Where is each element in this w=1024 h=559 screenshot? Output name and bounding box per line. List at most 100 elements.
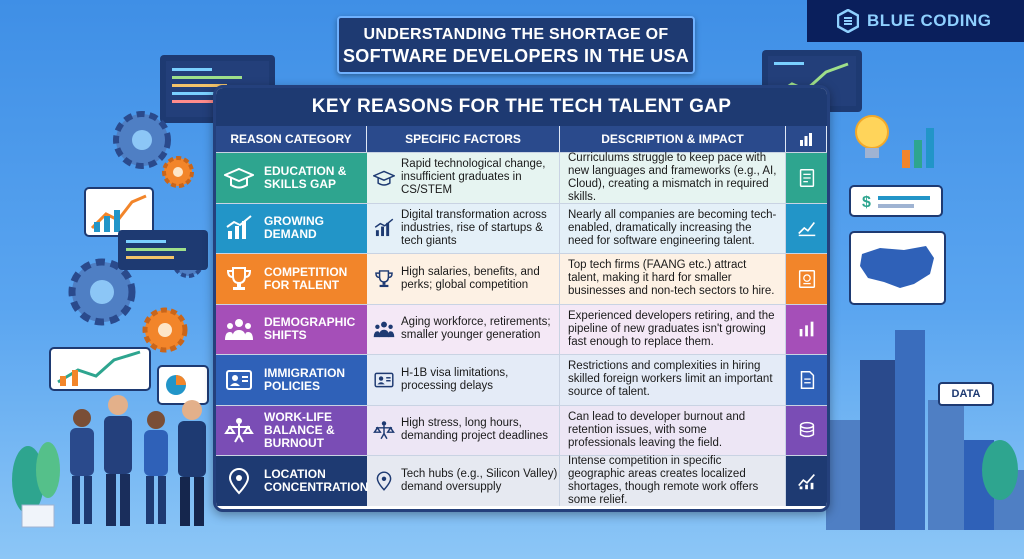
table-row: COMPETITION FOR TALENT High salaries, ben…: [216, 253, 827, 304]
person-balance-icon: [373, 421, 395, 440]
trophy-icon: [226, 266, 252, 290]
coins-icon: [799, 422, 814, 438]
table-row: LOCATION CONCENTRATION Tech hubs (e.g., S…: [216, 455, 827, 506]
row-side-icon-cell: [786, 355, 827, 405]
description-cell: Experienced developers retiring, and the…: [560, 304, 786, 354]
row-side-icon-cell: [786, 254, 827, 304]
column-header-icon: [786, 126, 827, 152]
usa-map-icon: [849, 231, 946, 305]
chart-card-icon: [84, 187, 154, 237]
description-text: Top tech firms (FAANG etc.) attract tale…: [568, 259, 775, 298]
specific-factor-cell: Digital transformation across industries…: [367, 203, 560, 253]
reason-category-cell: LOCATION CONCENTRATION: [216, 456, 369, 506]
bar-chart-icon: [799, 321, 813, 337]
specific-factor-cell: Tech hubs (e.g., Silicon Valley) demand …: [367, 456, 560, 506]
description-cell: Restrictions and complexities in hiring …: [560, 355, 786, 405]
person-balance-icon: [224, 418, 254, 443]
title-banner: UNDERSTANDING THE SHORTAGE OF SOFTWARE D…: [337, 16, 695, 74]
specific-factor-cell: H-1B visa limitations, processing delays: [367, 355, 560, 405]
description-text: Nearly all companies are becoming tech-e…: [568, 208, 777, 247]
reason-category-label: IMMIGRATION POLICIES: [264, 365, 346, 393]
reason-category-label: DEMOGRAPHIC SHIFTS: [264, 315, 356, 343]
description-cell: Intense competition in specific geograph…: [560, 454, 786, 506]
specific-factor-text: High stress, long hours, demanding proje…: [401, 417, 549, 443]
title-line-1: UNDERSTANDING THE SHORTAGE OF: [363, 26, 669, 43]
graduation-cap-icon: [373, 170, 395, 186]
description-cell: Top tech firms (FAANG etc.) attract tale…: [560, 254, 786, 304]
plant-icon: [12, 442, 60, 528]
svg-text:$: $: [862, 194, 871, 211]
specific-factor-text: Aging workforce, retirements; smaller yo…: [401, 316, 551, 342]
graduation-cap-icon: [224, 167, 254, 189]
row-side-icon-cell: [786, 203, 827, 253]
description-text: Curriculums struggle to keep pace with n…: [568, 151, 777, 203]
description-cell: Nearly all companies are becoming tech-e…: [560, 203, 786, 253]
people-group-icon: [373, 321, 395, 338]
table-row: EDUCATION & SKILLS GAP Rapid technologica…: [216, 152, 827, 203]
brand-logo: BLUE CODING: [807, 0, 1024, 42]
title-line-2: SOFTWARE DEVELOPERS IN THE USA: [342, 46, 690, 66]
reason-category-cell: GROWING DEMAND: [216, 203, 367, 253]
description-text: Restrictions and complexities in hiring …: [568, 360, 773, 399]
location-pin-icon: [376, 471, 392, 491]
row-side-icon-cell: [786, 405, 827, 455]
growth-chart-icon: [374, 218, 394, 237]
reason-category-label: WORK-LIFE BALANCE & BURNOUT: [264, 409, 335, 450]
data-badge: DATA: [938, 382, 994, 406]
reason-category-label: EDUCATION & SKILLS GAP: [264, 163, 347, 191]
line-chart-icon: [797, 473, 815, 489]
reason-category-cell: COMPETITION FOR TALENT: [216, 254, 367, 304]
specific-factor-text: Digital transformation across industries…: [401, 208, 547, 247]
table-column-headers: REASON CATEGORY SPECIFIC FACTORS DESCRIP…: [216, 126, 827, 152]
row-side-icon-cell: [786, 456, 827, 506]
description-text: Experienced developers retiring, and the…: [568, 309, 775, 348]
table-body: EDUCATION & SKILLS GAP Rapid technologica…: [216, 152, 827, 506]
growth-chart-icon: [49, 347, 151, 391]
reason-category-cell: WORK-LIFE BALANCE & BURNOUT: [216, 405, 367, 455]
gear-icon: [68, 258, 136, 326]
money-card-icon: $: [849, 185, 943, 217]
hexagon-logo-icon: [837, 9, 859, 33]
bar-chart-icon: [902, 128, 934, 168]
lightbulb-icon: [855, 115, 889, 158]
gear-icon: [162, 156, 194, 188]
reason-category-cell: DEMOGRAPHIC SHIFTS: [216, 304, 367, 354]
bar-chart-icon: [800, 133, 812, 146]
specific-factor-text: High salaries, benefits, and perks; glob…: [401, 265, 540, 291]
trend-chart-icon: [797, 222, 815, 237]
description-cell: Can lead to developer burnout and retent…: [560, 405, 786, 455]
specific-factor-cell: High stress, long hours, demanding proje…: [367, 405, 560, 455]
description-cell: Curriculums struggle to keep pace with n…: [560, 151, 786, 203]
specific-factor-text: Rapid technological change, insufficient…: [401, 158, 546, 197]
location-pin-icon: [228, 467, 250, 495]
certificate-icon: [798, 269, 815, 288]
reason-category-cell: EDUCATION & SKILLS GAP: [216, 153, 367, 203]
checklist-icon: [799, 168, 814, 187]
reason-category-label: GROWING DEMAND: [264, 214, 324, 242]
reasons-table-card: KEY REASONS FOR THE TECH TALENT GAP REAS…: [213, 85, 830, 512]
reason-category-label: COMPETITION FOR TALENT: [264, 264, 348, 292]
description-text: Intense competition in specific geograph…: [568, 454, 759, 506]
column-header-category: REASON CATEGORY: [216, 126, 367, 152]
gear-icon: [142, 307, 188, 353]
id-card-icon: [226, 369, 252, 390]
brand-name: BLUE CODING: [867, 11, 992, 30]
description-text: Can lead to developer burnout and retent…: [568, 410, 746, 449]
document-icon: [800, 370, 814, 389]
code-window-icon: [118, 230, 208, 270]
column-header-factors: SPECIFIC FACTORS: [367, 126, 560, 152]
row-side-icon-cell: [786, 153, 827, 203]
table-row: GROWING DEMAND Digital transformation acr…: [216, 202, 827, 253]
specific-factor-text: Tech hubs (e.g., Silicon Valley) demand …: [401, 467, 558, 493]
id-card-icon: [374, 372, 394, 388]
row-side-icon-cell: [786, 304, 827, 354]
reason-category-label: LOCATION CONCENTRATION: [264, 466, 369, 494]
pie-chart-icon: [157, 365, 209, 405]
table-heading: KEY REASONS FOR THE TECH TALENT GAP: [216, 88, 827, 126]
specific-factor-cell: High salaries, benefits, and perks; glob…: [367, 254, 560, 304]
business-people-icon: [70, 395, 206, 526]
growth-chart-icon: [226, 215, 252, 240]
column-header-description: DESCRIPTION & IMPACT: [560, 126, 786, 152]
table-row: WORK-LIFE BALANCE & BURNOUT High stress, …: [216, 404, 827, 455]
